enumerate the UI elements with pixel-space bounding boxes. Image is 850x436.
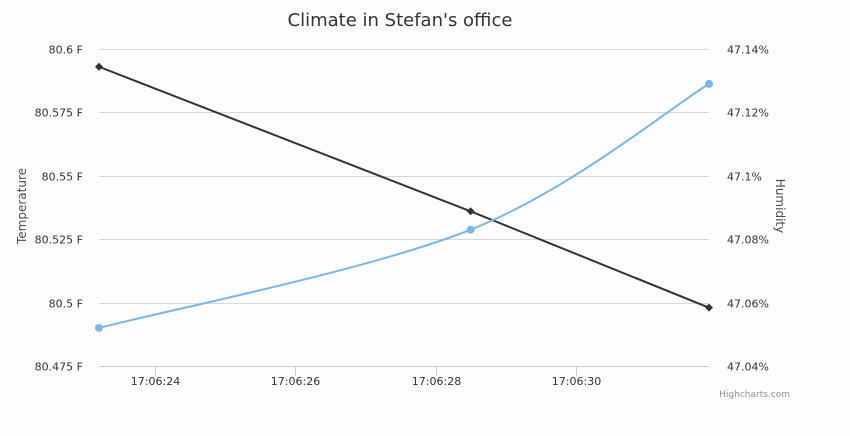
x-tick-label: 17:06:26 (271, 375, 320, 388)
data-point[interactable] (95, 62, 103, 71)
y-axis-right-title: Humidity (773, 179, 787, 233)
data-point[interactable] (705, 303, 713, 312)
y-right-tick-label: 47.12% (727, 107, 769, 120)
y-axis-left-title: Temperature (15, 168, 29, 245)
series-line (98, 65, 710, 309)
y-left-tick-label: 80.55 F (42, 171, 83, 184)
x-tick-label: 17:06:24 (131, 375, 180, 388)
series-layer (95, 62, 713, 332)
data-point[interactable] (705, 79, 713, 88)
grid-lines (99, 49, 709, 304)
y-right-tick-label: 47.14% (727, 44, 769, 57)
y-right-tick-label: 47.1% (727, 171, 762, 184)
data-point[interactable] (95, 323, 103, 332)
axes: 80.6 F 80.575 F 80.55 F 80.525 F 80.5 F 80.47… (35, 44, 769, 389)
x-tick-label: 17:06:30 (552, 375, 601, 388)
data-point[interactable] (466, 207, 475, 216)
y-left-tick-label: 80.475 F (35, 361, 83, 374)
x-tick-label: 17:06:28 (412, 375, 461, 388)
y-right-tick-label: 47.06% (727, 298, 769, 311)
temperature-series (95, 62, 713, 312)
chart-title: Climate in Stefan's office (288, 10, 513, 31)
y-left-tick-label: 80.6 F (49, 44, 83, 57)
series-line (98, 83, 710, 329)
y-left-tick-label: 80.575 F (35, 107, 83, 120)
y-right-tick-label: 47.04% (727, 361, 769, 374)
y-left-tick-label: 80.5 F (49, 298, 83, 311)
humidity-series (95, 79, 713, 332)
credits-link[interactable]: Highcharts.com (719, 390, 790, 400)
y-left-tick-label: 80.525 F (35, 234, 83, 247)
data-point[interactable] (466, 225, 475, 234)
y-right-tick-label: 47.08% (727, 234, 769, 247)
